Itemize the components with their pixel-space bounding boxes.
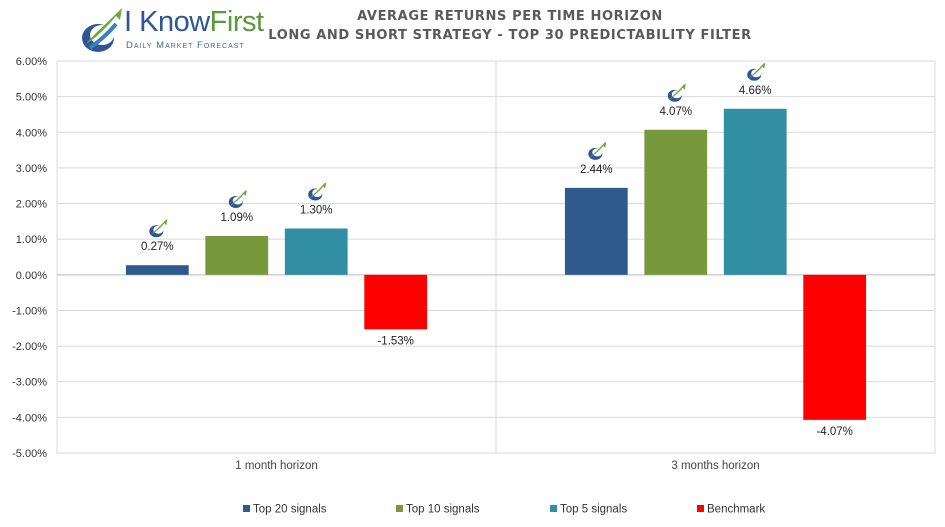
data-labels: 0.27% 1.09% 1.30% -1.53% 2.44% 4.07% 4.66% -4.0… (141, 85, 853, 438)
data-label: 1.30% (300, 204, 333, 216)
y-tick-label: 5.00% (16, 92, 47, 104)
bar (723, 108, 787, 275)
y-tick-label: 6.00% (16, 56, 47, 68)
chart-subtitle: LONG AND SHORT STRATEGY - TOP 30 PREDICT… (268, 28, 752, 43)
bar (564, 187, 628, 275)
mini-logo-icon (308, 182, 327, 201)
logo-swirl-icon (82, 8, 122, 52)
y-tick-label: -4.00% (12, 412, 47, 424)
legend-swatch (243, 505, 250, 512)
y-tick-label: 1.00% (16, 234, 47, 246)
category-label: 3 months horizon (671, 460, 759, 472)
category-labels: 1 month horizon 3 months horizon (235, 460, 759, 472)
gridlines (56, 60, 936, 454)
bar-icons (149, 62, 766, 238)
data-label: 1.09% (220, 212, 253, 224)
bar (284, 228, 348, 275)
data-label: 2.44% (580, 164, 613, 176)
data-label: 4.66% (739, 85, 772, 97)
mini-logo-icon (149, 219, 168, 238)
mini-logo-icon (588, 141, 607, 160)
legend-swatch (697, 505, 704, 512)
mini-logo-icon (747, 62, 766, 81)
legend-swatch (396, 505, 403, 512)
data-label: -1.53% (377, 335, 413, 347)
y-tick-label: -1.00% (12, 305, 47, 317)
chart-title: AVERAGE RETURNS PER TIME HORIZON (357, 9, 663, 24)
legend-label: Benchmark (707, 504, 765, 516)
legend-swatch (550, 505, 557, 512)
logo-tagline: Daily Market Forecast (126, 40, 245, 51)
y-tick-label: -5.00% (12, 448, 47, 460)
bars (125, 108, 867, 420)
y-tick-label: 3.00% (16, 163, 47, 175)
y-tick-label: -3.00% (12, 377, 47, 389)
y-axis-ticks: 6.00% 5.00% 4.00% 3.00% 2.00% 1.00% 0.00% -1.00… (12, 56, 47, 460)
bar (205, 235, 269, 275)
legend-label: Top 5 signals (560, 504, 627, 516)
legend-label: Top 10 signals (406, 504, 480, 516)
y-tick-label: 4.00% (16, 127, 47, 139)
company-logo: I KnowFirst Daily Market Forecast (78, 4, 264, 60)
category-label: 1 month horizon (235, 460, 317, 472)
data-label: 0.27% (141, 241, 174, 253)
data-label: 4.07% (659, 106, 692, 118)
y-tick-label: -2.00% (12, 341, 47, 353)
logo-brand: I KnowFirst (124, 6, 264, 39)
y-tick-label: 0.00% (16, 270, 47, 282)
legend: Top 20 signals Top 10 signals Top 5 signal… (243, 504, 765, 516)
mini-logo-icon (228, 189, 247, 208)
logo-brand-a: I Know (124, 6, 210, 38)
bar (644, 129, 708, 275)
bar (125, 265, 189, 275)
mini-logo-icon (667, 83, 686, 102)
legend-label: Top 20 signals (253, 504, 327, 516)
logo-brand-b: First (209, 6, 264, 38)
bar (803, 274, 867, 420)
chart-title-block: AVERAGE RETURNS PER TIME HORIZON LONG AN… (260, 8, 760, 46)
data-label: -4.07% (816, 426, 852, 438)
y-tick-label: 2.00% (16, 199, 47, 211)
bar (364, 274, 428, 330)
